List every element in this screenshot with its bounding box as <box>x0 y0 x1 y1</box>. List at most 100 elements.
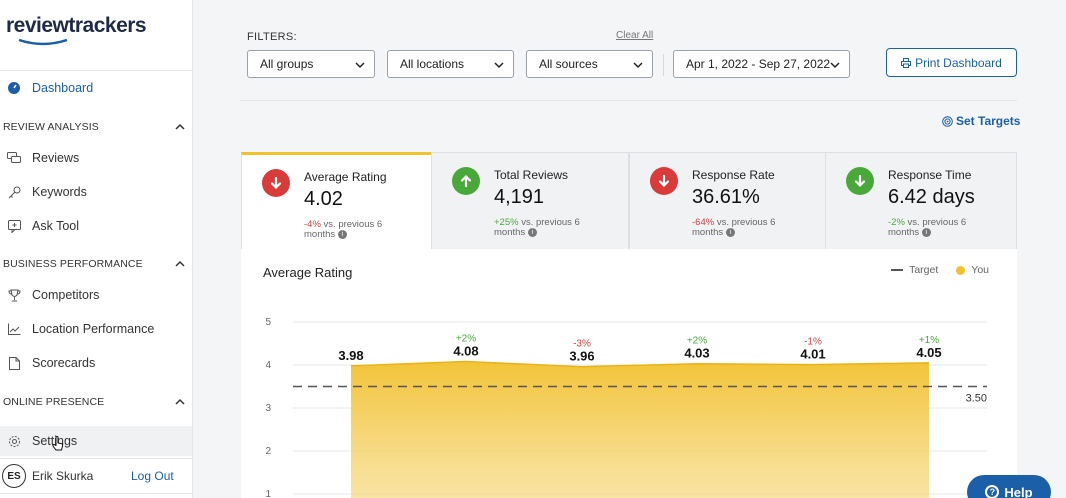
metric-delta: -4% vs. previous 6 months i <box>304 219 414 241</box>
arrow-up-icon <box>452 167 480 195</box>
legend-you-label: You <box>971 264 989 276</box>
print-dashboard-label: Print Dashboard <box>915 55 1002 70</box>
delta-text: vs. previous 6 months <box>494 217 580 239</box>
sidebar: reviewtrackers Dashboard REVIEW ANALYSIS… <box>0 0 193 498</box>
gear-icon <box>7 434 21 448</box>
locations-select[interactable]: All locations <box>387 50 514 78</box>
sidebar-item-dashboard[interactable]: Dashboard <box>0 73 192 103</box>
sidebar-item-ask-tool[interactable]: Ask Tool <box>0 211 192 241</box>
sidebar-item-label: Keywords <box>32 185 87 199</box>
question-icon: ? <box>985 485 1000 498</box>
user-row: ES Erik Skurka Log Out <box>0 461 192 491</box>
sidebar-divider <box>0 493 193 494</box>
sources-select[interactable]: All sources <box>526 50 653 78</box>
chevron-down-icon <box>494 62 504 69</box>
metric-title: Average Rating <box>304 170 387 184</box>
info-icon[interactable]: i <box>725 228 735 237</box>
sidebar-item-label: Settings <box>32 434 78 448</box>
set-targets-link[interactable]: Set Targets <box>942 114 1020 128</box>
print-dashboard-button[interactable]: Print Dashboard <box>886 48 1017 77</box>
y-tick-label: 3 <box>265 403 271 414</box>
filter-separator <box>663 54 664 76</box>
delta-value: -4% <box>304 219 321 230</box>
brand-logo[interactable]: reviewtrackers <box>6 14 147 54</box>
data-change-label: -3% <box>573 339 591 350</box>
section-business-performance[interactable]: BUSINESS PERFORMANCE <box>3 254 185 274</box>
delta-text: vs. previous 6 months <box>304 219 383 241</box>
logout-link[interactable]: Log Out <box>131 469 174 483</box>
data-change-label: +1% <box>919 335 939 346</box>
date-range-select[interactable]: Apr 1, 2022 - Sep 27, 2022 <box>673 50 850 78</box>
metric-card-average-rating[interactable]: Average Rating 4.02 -4% vs. previous 6 m… <box>241 152 432 250</box>
chevron-up-icon <box>175 123 185 130</box>
arrow-down-icon <box>262 169 290 197</box>
data-change-label: +2% <box>456 334 476 345</box>
metric-card-total-reviews[interactable]: Total Reviews 4,191 +25% vs. previous 6 … <box>431 152 629 250</box>
metric-delta: -2% vs. previous 6 months i <box>888 217 998 239</box>
filters-divider <box>240 100 1017 101</box>
locations-select-value: All locations <box>400 57 465 71</box>
info-icon[interactable]: i <box>921 228 931 237</box>
delta-text: vs. previous 6 months <box>888 217 967 239</box>
legend-target-swatch <box>891 269 904 271</box>
data-change-label: +2% <box>687 336 707 347</box>
data-value-label: 4.05 <box>916 345 941 360</box>
document-icon <box>7 356 21 370</box>
sidebar-item-settings[interactable]: Settings <box>0 426 192 456</box>
sidebar-item-reviews[interactable]: Reviews <box>0 143 192 173</box>
data-value-label: 4.03 <box>684 346 709 361</box>
section-title: BUSINESS PERFORMANCE <box>3 258 143 270</box>
help-button[interactable]: ? Help <box>967 475 1051 498</box>
data-value-label: 4.01 <box>800 347 825 362</box>
metric-delta: -64% vs. previous 6 months i <box>692 217 802 239</box>
sidebar-item-label: Competitors <box>32 288 100 302</box>
user-name: Erik Skurka <box>32 469 94 483</box>
clear-all-link[interactable]: Clear All <box>616 30 654 41</box>
sidebar-item-keywords[interactable]: Keywords <box>0 177 192 207</box>
y-tick-label: 4 <box>265 360 271 371</box>
chart-title: Average Rating <box>263 265 353 280</box>
section-online-presence[interactable]: ONLINE PRESENCE <box>3 392 185 412</box>
set-targets-label: Set Targets <box>956 114 1021 128</box>
chevron-down-icon <box>633 62 643 69</box>
sidebar-item-scorecards[interactable]: Scorecards <box>0 348 192 378</box>
sidebar-item-label: Scorecards <box>32 356 96 370</box>
info-icon[interactable]: i <box>337 230 347 239</box>
groups-select[interactable]: All groups <box>247 50 375 78</box>
sidebar-item-label: Reviews <box>32 151 80 165</box>
section-review-analysis[interactable]: REVIEW ANALYSIS <box>3 117 185 137</box>
metric-card-response-rate[interactable]: Response Rate 36.61% -64% vs. previous 6… <box>629 152 826 250</box>
sidebar-item-label: Ask Tool <box>32 219 80 233</box>
chevron-up-icon <box>175 260 185 267</box>
groups-select-value: All groups <box>260 57 314 71</box>
data-value-label: 3.96 <box>569 349 594 364</box>
sidebar-item-competitors[interactable]: Competitors <box>0 280 192 310</box>
average-rating-chart-panel: Average Rating Target You 1 2 3 4 5 3.50 3.98 4… <box>241 249 1017 498</box>
delta-text: vs. previous 6 months <box>692 217 776 239</box>
section-title: REVIEW ANALYSIS <box>3 121 99 133</box>
reviews-icon <box>7 151 21 165</box>
target-icon <box>942 115 953 127</box>
chevron-down-icon <box>830 62 840 69</box>
chevron-up-icon <box>175 398 185 405</box>
sidebar-divider <box>0 458 193 459</box>
sources-select-value: All sources <box>539 57 598 71</box>
metric-title: Response Rate <box>692 168 775 182</box>
info-icon[interactable]: i <box>527 228 537 237</box>
sidebar-item-location-performance[interactable]: Location Performance <box>0 314 192 344</box>
metric-value: 4.02 <box>304 188 343 210</box>
y-tick-label: 1 <box>265 489 271 498</box>
date-range-value: Apr 1, 2022 - Sep 27, 2022 <box>686 57 831 71</box>
metric-card-response-time[interactable]: Response Time 6.42 days -2% vs. previous… <box>825 152 1017 250</box>
section-title: ONLINE PRESENCE <box>3 396 105 408</box>
logo-swoosh-icon <box>18 39 68 46</box>
y-tick-label: 2 <box>265 446 271 457</box>
ask-tool-icon <box>7 219 21 233</box>
delta-value: -64% <box>692 217 715 228</box>
metric-value: 36.61% <box>692 186 760 208</box>
y-tick-label: 5 <box>265 317 271 328</box>
data-value-label: 3.98 <box>338 348 363 363</box>
rating-line <box>350 360 930 368</box>
avatar[interactable]: ES <box>2 464 26 488</box>
